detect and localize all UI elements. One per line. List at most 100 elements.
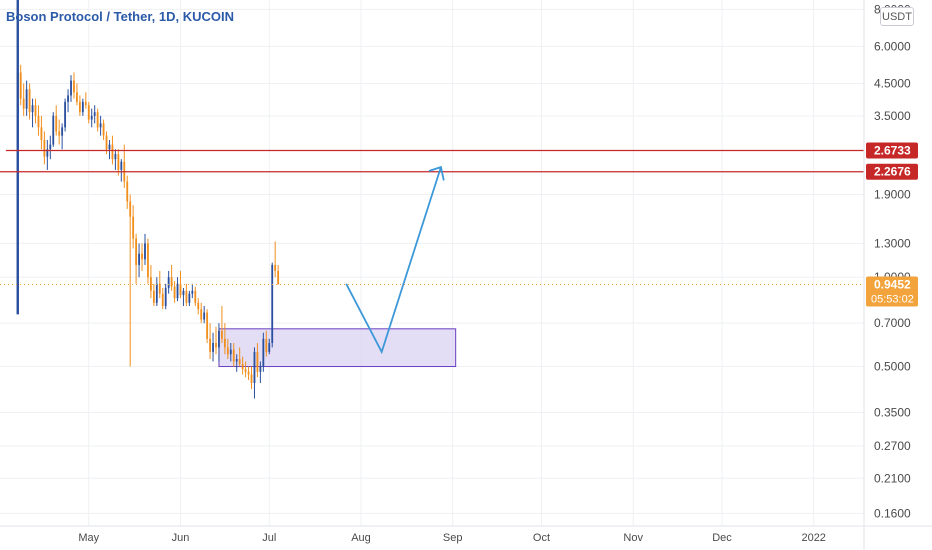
candle <box>238 347 241 367</box>
candle <box>81 98 84 116</box>
level-price-label-text: 2.2676 <box>874 165 911 179</box>
candle-body <box>194 290 197 303</box>
candle-body <box>129 201 132 217</box>
candle <box>271 262 274 348</box>
candle <box>70 75 72 102</box>
candle <box>149 264 152 299</box>
candle <box>226 338 229 360</box>
candle <box>197 298 200 315</box>
candle <box>126 175 129 209</box>
y-tick-label: 3.5000 <box>874 109 911 123</box>
candle-body <box>191 290 194 294</box>
candle-body <box>259 366 262 372</box>
candle-body <box>262 338 265 367</box>
candle <box>55 105 58 136</box>
candle <box>78 95 81 116</box>
candle <box>37 105 40 136</box>
candle <box>253 347 256 399</box>
candle-body <box>212 343 214 352</box>
x-tick-label: Nov <box>623 532 643 544</box>
candle-body <box>277 270 280 285</box>
candle <box>176 277 179 302</box>
candle-body <box>271 264 274 344</box>
candle <box>40 115 43 150</box>
candle <box>173 281 176 303</box>
candle <box>132 205 135 249</box>
candle <box>73 72 75 99</box>
candle-body <box>22 98 25 109</box>
candle <box>93 105 96 124</box>
candle-body <box>132 216 135 239</box>
candle-body <box>147 243 149 278</box>
candle-body <box>170 277 173 287</box>
level-price-label-text: 2.6733 <box>874 144 911 158</box>
candle <box>155 277 158 306</box>
x-tick-label: Dec <box>712 532 732 544</box>
candle-body <box>232 349 235 362</box>
candle <box>46 140 49 170</box>
candle-body <box>176 283 179 299</box>
candle <box>31 98 34 128</box>
candle <box>141 243 143 271</box>
candle-body <box>206 312 209 339</box>
candle <box>268 338 271 355</box>
candle-body <box>155 283 158 303</box>
level-price-label-box <box>866 163 918 180</box>
candle <box>164 283 167 310</box>
candle <box>28 83 31 120</box>
candle <box>76 83 78 106</box>
candle-body <box>114 154 117 160</box>
candle <box>138 243 140 278</box>
candle-body <box>141 253 143 260</box>
price-scale-background <box>864 0 932 550</box>
candle <box>158 270 161 299</box>
candle-body <box>76 92 78 102</box>
candle-body <box>105 135 108 150</box>
candle-body <box>87 105 90 120</box>
candle <box>235 354 238 372</box>
candle <box>43 131 46 165</box>
candle <box>102 119 105 141</box>
candle <box>58 119 61 145</box>
candle <box>200 302 203 324</box>
candle <box>152 283 155 306</box>
candle <box>262 332 265 372</box>
candle-body <box>238 359 241 364</box>
candle-body <box>16 72 19 315</box>
candle-body <box>81 101 84 113</box>
candle <box>188 290 191 306</box>
candle-body <box>226 347 229 355</box>
x-axis-labels: May Jun Jul Aug Sep Oct Nov Dec 2022 <box>78 532 826 544</box>
candle-body <box>28 89 31 113</box>
candle-body <box>215 343 217 348</box>
candle-body <box>40 127 43 141</box>
candle <box>61 123 64 150</box>
last-price-value: 0.9452 <box>874 277 911 291</box>
candle <box>84 92 87 109</box>
candle <box>96 108 99 132</box>
x-tick-label: Jun <box>172 532 190 544</box>
candle <box>259 361 262 383</box>
candle <box>221 305 223 344</box>
candle-body <box>70 80 72 96</box>
candle-body <box>49 144 52 150</box>
candle <box>67 89 69 113</box>
currency-selector-button[interactable]: USDT <box>880 7 914 26</box>
x-tick-label: Jul <box>262 532 276 544</box>
candle-body <box>223 338 226 348</box>
x-tick-label: Aug <box>351 532 371 544</box>
candle-body <box>111 144 114 160</box>
y-tick-label: 0.2700 <box>874 439 911 453</box>
candle <box>232 343 235 367</box>
candle <box>182 287 185 306</box>
candle-body <box>235 359 238 362</box>
candle <box>34 98 37 124</box>
y-tick-label: 1.3000 <box>874 236 911 250</box>
x-tick-label: 2022 <box>801 532 825 544</box>
y-tick-label: 1.9000 <box>874 188 911 202</box>
candle-body <box>221 330 223 339</box>
candle <box>215 326 217 355</box>
y-tick-label: 4.5000 <box>874 76 911 90</box>
candle-body <box>96 112 99 128</box>
